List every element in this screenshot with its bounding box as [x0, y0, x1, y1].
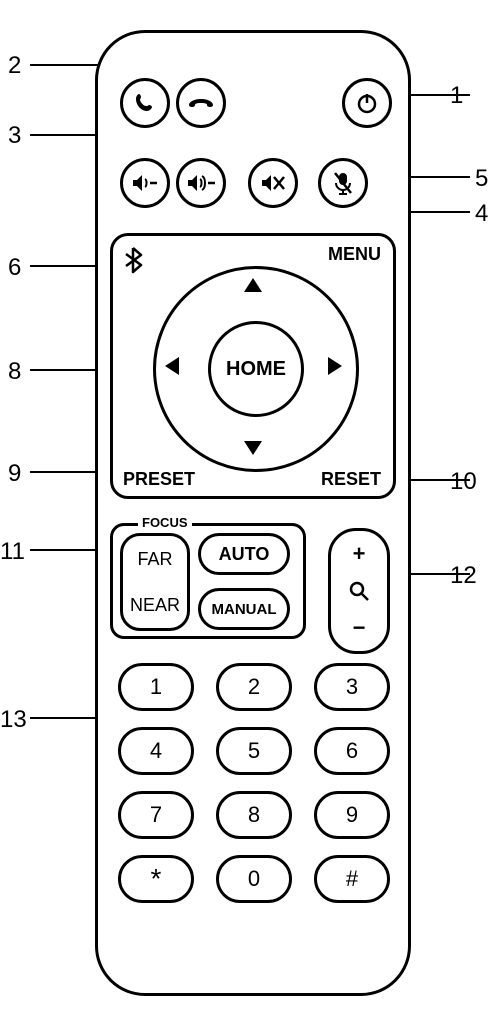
callout-3: 3 — [8, 122, 21, 150]
callout-13: 13 — [0, 706, 27, 734]
callout-1: 1 — [450, 82, 463, 110]
dpad-down[interactable] — [244, 441, 262, 455]
callout-12: 12 — [450, 562, 477, 590]
key-3[interactable]: 3 — [314, 663, 390, 711]
callout-2: 2 — [8, 52, 21, 80]
key-5[interactable]: 5 — [216, 727, 292, 775]
key-star[interactable]: * — [118, 855, 194, 903]
key-1[interactable]: 1 — [118, 663, 194, 711]
near-label: NEAR — [130, 595, 180, 616]
far-label: FAR — [137, 549, 172, 570]
key-6[interactable]: 6 — [314, 727, 390, 775]
nav-panel: MENU PRESET RESET HOME — [110, 233, 396, 499]
volume-up-button[interactable] — [176, 158, 226, 208]
volume-down-icon — [131, 173, 159, 193]
dpad-right[interactable] — [328, 357, 342, 375]
reset-label[interactable]: RESET — [321, 469, 381, 490]
mic-mute-icon — [332, 171, 354, 195]
auto-button[interactable]: AUTO — [198, 533, 290, 575]
hangup-button[interactable] — [176, 78, 226, 128]
manual-button[interactable]: MANUAL — [198, 588, 290, 630]
key-hash[interactable]: # — [314, 855, 390, 903]
power-button[interactable] — [342, 78, 392, 128]
key-9[interactable]: 9 — [314, 791, 390, 839]
focus-group-label: FOCUS — [138, 515, 192, 530]
callout-11: 11 — [0, 538, 25, 566]
key-0[interactable]: 0 — [216, 855, 292, 903]
home-button[interactable]: HOME — [208, 321, 304, 417]
mic-mute-button[interactable] — [318, 158, 368, 208]
volume-up-icon — [186, 173, 216, 193]
power-icon — [355, 91, 379, 115]
far-near-rocker[interactable]: FAR NEAR — [120, 533, 190, 631]
hangup-icon — [187, 91, 215, 115]
callout-9: 9 — [8, 460, 21, 488]
volume-down-button[interactable] — [120, 158, 170, 208]
key-7[interactable]: 7 — [118, 791, 194, 839]
menu-label: MENU — [328, 244, 381, 265]
remote-body: MENU PRESET RESET HOME FOCUS FAR NEAR AU… — [95, 30, 411, 996]
key-2[interactable]: 2 — [216, 663, 292, 711]
callout-4: 4 — [475, 200, 488, 228]
zoom-plus: + — [353, 541, 366, 567]
dpad-up[interactable] — [244, 278, 262, 292]
magnifier-icon — [348, 580, 370, 602]
call-button[interactable] — [120, 78, 170, 128]
dpad-left[interactable] — [165, 357, 179, 375]
zoom-minus: − — [353, 615, 366, 641]
callout-5: 5 — [475, 165, 488, 193]
speaker-mute-button[interactable] — [248, 158, 298, 208]
callout-6: 6 — [8, 254, 21, 282]
preset-label[interactable]: PRESET — [123, 469, 195, 490]
bluetooth-icon — [123, 246, 143, 274]
zoom-rocker[interactable]: + − — [328, 528, 390, 654]
call-icon — [133, 91, 157, 115]
speaker-mute-icon — [260, 173, 286, 193]
callout-10: 10 — [450, 468, 477, 496]
callout-8: 8 — [8, 358, 21, 386]
key-4[interactable]: 4 — [118, 727, 194, 775]
key-8[interactable]: 8 — [216, 791, 292, 839]
